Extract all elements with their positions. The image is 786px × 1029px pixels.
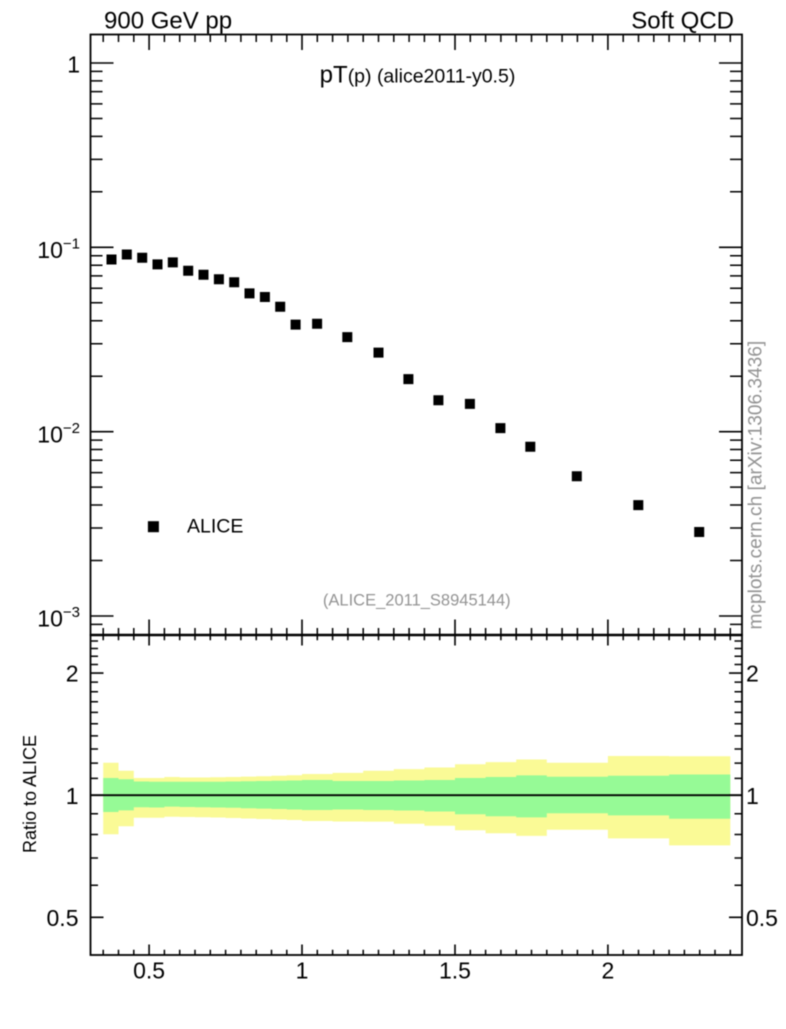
svg-text:Soft QCD: Soft QCD	[631, 8, 734, 35]
svg-text:2: 2	[602, 958, 615, 984]
svg-text:0.5: 0.5	[133, 958, 165, 984]
svg-text:1: 1	[66, 783, 79, 809]
svg-text:Ratio to ALICE: Ratio to ALICE	[20, 735, 40, 853]
svg-text:0.5: 0.5	[47, 905, 79, 931]
svg-text:1: 1	[67, 51, 80, 77]
svg-text:10−2: 10−2	[37, 420, 80, 448]
svg-text:pT(p) (alice2011-y0.5): pT(p) (alice2011-y0.5)	[320, 62, 516, 89]
svg-text:ALICE: ALICE	[187, 516, 243, 538]
svg-text:(ALICE_2011_S8945144): (ALICE_2011_S8945144)	[323, 592, 511, 610]
svg-text:0.5: 0.5	[746, 905, 778, 931]
svg-text:mcplots.cern.ch [arXiv:1306.34: mcplots.cern.ch [arXiv:1306.3436]	[746, 341, 767, 630]
svg-text:2: 2	[746, 661, 759, 687]
svg-text:10−1: 10−1	[37, 236, 80, 264]
svg-text:900 GeV pp: 900 GeV pp	[104, 8, 232, 35]
svg-text:1: 1	[746, 783, 759, 809]
svg-text:1: 1	[296, 958, 309, 984]
svg-text:10−3: 10−3	[37, 604, 80, 632]
svg-text:1.5: 1.5	[439, 958, 471, 984]
svg-text:2: 2	[66, 661, 79, 687]
